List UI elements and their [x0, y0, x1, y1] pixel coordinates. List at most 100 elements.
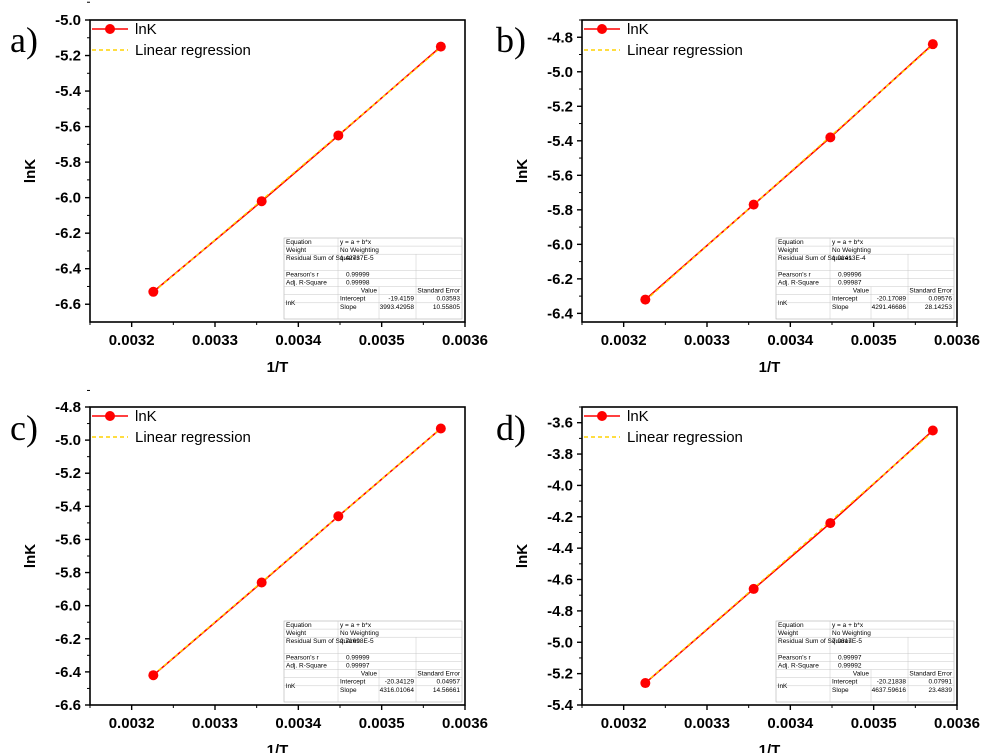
y-tick-label: -6.4: [547, 305, 574, 322]
fit-table-cell: Residual Sum of Squares: [286, 638, 360, 645]
fit-table-cell: No Weighting: [340, 630, 379, 637]
fit-table: Equation y = a + b*x Weight No WeightingRes…: [775, 620, 955, 703]
x-tick-label: 0.0032: [109, 332, 155, 349]
fit-table-cell: Pearson's r: [778, 271, 812, 278]
fit-table-cell: Residual Sum of Squares: [778, 255, 852, 262]
fit-table-cell: Intercept: [832, 296, 857, 303]
fit-table-cell: 4637.59616: [872, 687, 907, 694]
fit-table-cell: 0.04957: [437, 679, 461, 686]
legend-marker-lnK: [597, 411, 607, 421]
fit-table-cell: Weight: [286, 630, 306, 637]
plot-frame: [581, 19, 958, 323]
fit-table-cell: y = a + b*x: [832, 239, 864, 246]
y-tick-label: -5.8: [547, 202, 573, 219]
y-axis-label: lnK: [22, 159, 39, 183]
fit-table-cell: lnK: [778, 300, 788, 307]
fit-table-cell: Pearson's r: [286, 654, 320, 661]
fit-table-cell: 0.09576: [929, 296, 953, 303]
fit-table-cell: -20.21838: [877, 679, 907, 686]
fit-table-cell: Weight: [778, 630, 798, 637]
y-tick-label: -5.2: [55, 48, 81, 65]
y-axis-label: lnK: [514, 544, 531, 568]
data-point: [825, 132, 836, 143]
y-tick-label: -5.2: [547, 98, 573, 115]
y-tick-label: -4.8: [547, 603, 573, 620]
y-tick-label: -4.2: [547, 509, 573, 526]
fit-table-cell: 14.56661: [433, 687, 460, 694]
fit-table-cell: Intercept: [340, 679, 365, 686]
chart-panel-3: d) 0.0032 0.0033 0.0034 0.0035 0.0036 -3.6 -3.8…: [496, 406, 980, 753]
fit-table-cell: Equation: [286, 622, 312, 629]
x-tick-label: 0.0036: [934, 332, 980, 349]
y-tick-label: -4.6: [547, 572, 573, 589]
fit-table-cell: Intercept: [832, 679, 857, 686]
legend-label-lnK: lnK: [135, 408, 157, 425]
legend-label-regression: Linear regression: [627, 429, 743, 446]
y-tick-label: -6.0: [55, 190, 81, 207]
legend-marker-lnK: [597, 24, 607, 34]
fit-table-cell: Slope: [832, 304, 849, 311]
fit-table-cell: 4291.46686: [872, 304, 907, 311]
fit-table-cell: Intercept: [340, 296, 365, 303]
x-tick-label: 0.0036: [934, 715, 980, 732]
fit-table-cell: y = a + b*x: [832, 622, 864, 629]
data-point: [825, 518, 836, 529]
y-tick-label: -5.6: [547, 167, 573, 184]
fit-table-cell: Standard Error: [909, 671, 952, 678]
x-tick-label: 0.0033: [192, 715, 238, 732]
fit-table-cell: Equation: [778, 622, 804, 629]
y-tick-label: -5.4: [547, 697, 574, 714]
fit-table-cell: 1.42737E-5: [340, 255, 374, 262]
x-tick-label: 0.0032: [601, 332, 647, 349]
fit-table-cell: No Weighting: [340, 247, 379, 254]
x-tick-label: 0.0033: [192, 332, 238, 349]
fit-table-cell: Adj. R-Square: [286, 663, 327, 670]
y-tick-label: -6.2: [547, 271, 573, 288]
y-tick-label: -6.6: [55, 296, 81, 313]
fit-table-cell: Pearson's r: [286, 271, 320, 278]
regression-line: [152, 427, 442, 676]
fit-table-cell: y = a + b*x: [340, 239, 372, 246]
fit-table: Equation y = a + b*x Weight No WeightingRes…: [283, 620, 463, 703]
fit-table-cell: 23.4839: [929, 687, 953, 694]
fit-table-cell: Equation: [778, 239, 804, 246]
fit-table-cell: -19.4159: [388, 296, 414, 303]
fit-table-cell: y = a + b*x: [340, 622, 372, 629]
fit-table-cell: 0.99999: [346, 271, 370, 278]
plot-frame: [89, 19, 466, 323]
data-point: [435, 41, 446, 52]
fit-table-cell: Equation: [286, 239, 312, 246]
y-tick-label: -5.8: [55, 154, 81, 171]
fit-table-cell: 0.07991: [929, 679, 953, 686]
fit-table-cell: Residual Sum of Squares: [286, 255, 360, 262]
y-tick-label: -6.4: [55, 261, 82, 278]
legend-label-lnK: lnK: [627, 21, 649, 38]
x-tick-label: 0.0036: [442, 332, 488, 349]
data-point: [256, 196, 267, 207]
data-point: [640, 678, 651, 689]
data-point: [927, 39, 938, 50]
fit-table-cell: Adj. R-Square: [778, 280, 819, 287]
y-tick-label: -6.0: [55, 598, 81, 615]
chart-panel-2: c) 0.0032 0.0033 0.0034 0.0035 0.0036 -4.8 -5.0…: [10, 389, 488, 753]
fit-table-cell: Slope: [340, 304, 357, 311]
y-tick-label: -5.6: [55, 531, 81, 548]
data-point: [256, 577, 267, 588]
x-tick-label: 0.0035: [359, 715, 405, 732]
y-tick-label: -6.2: [55, 631, 81, 648]
fit-table-cell: 3993.42958: [380, 304, 415, 311]
fit-table-cell: 28.14253: [925, 304, 952, 311]
x-axis-label: 1/T: [759, 359, 781, 376]
fit-table-cell: -20.17089: [877, 296, 907, 303]
legend-label-lnK: lnK: [135, 21, 157, 38]
fit-table: Equation y = a + b*x Weight No WeightingRes…: [283, 237, 463, 320]
legend-label-regression: Linear regression: [135, 429, 251, 446]
legend-label-regression: Linear regression: [135, 42, 251, 59]
fit-table-cell: 0.99997: [838, 654, 862, 661]
data-point: [640, 294, 651, 305]
fit-table: Equation y = a + b*x Weight No WeightingRes…: [775, 237, 955, 320]
chart-panel-1: b) 0.0032 0.0033 0.0034 0.0035 0.0036 -4.8 -5.0…: [496, 19, 980, 376]
y-tick-label: -4.8: [547, 29, 573, 46]
plot-frame: [581, 406, 958, 706]
